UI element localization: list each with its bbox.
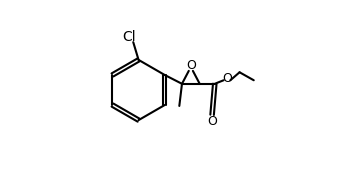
Text: O: O	[207, 114, 217, 127]
Text: Cl: Cl	[122, 30, 136, 44]
Text: O: O	[186, 59, 196, 72]
Text: O: O	[222, 72, 232, 85]
